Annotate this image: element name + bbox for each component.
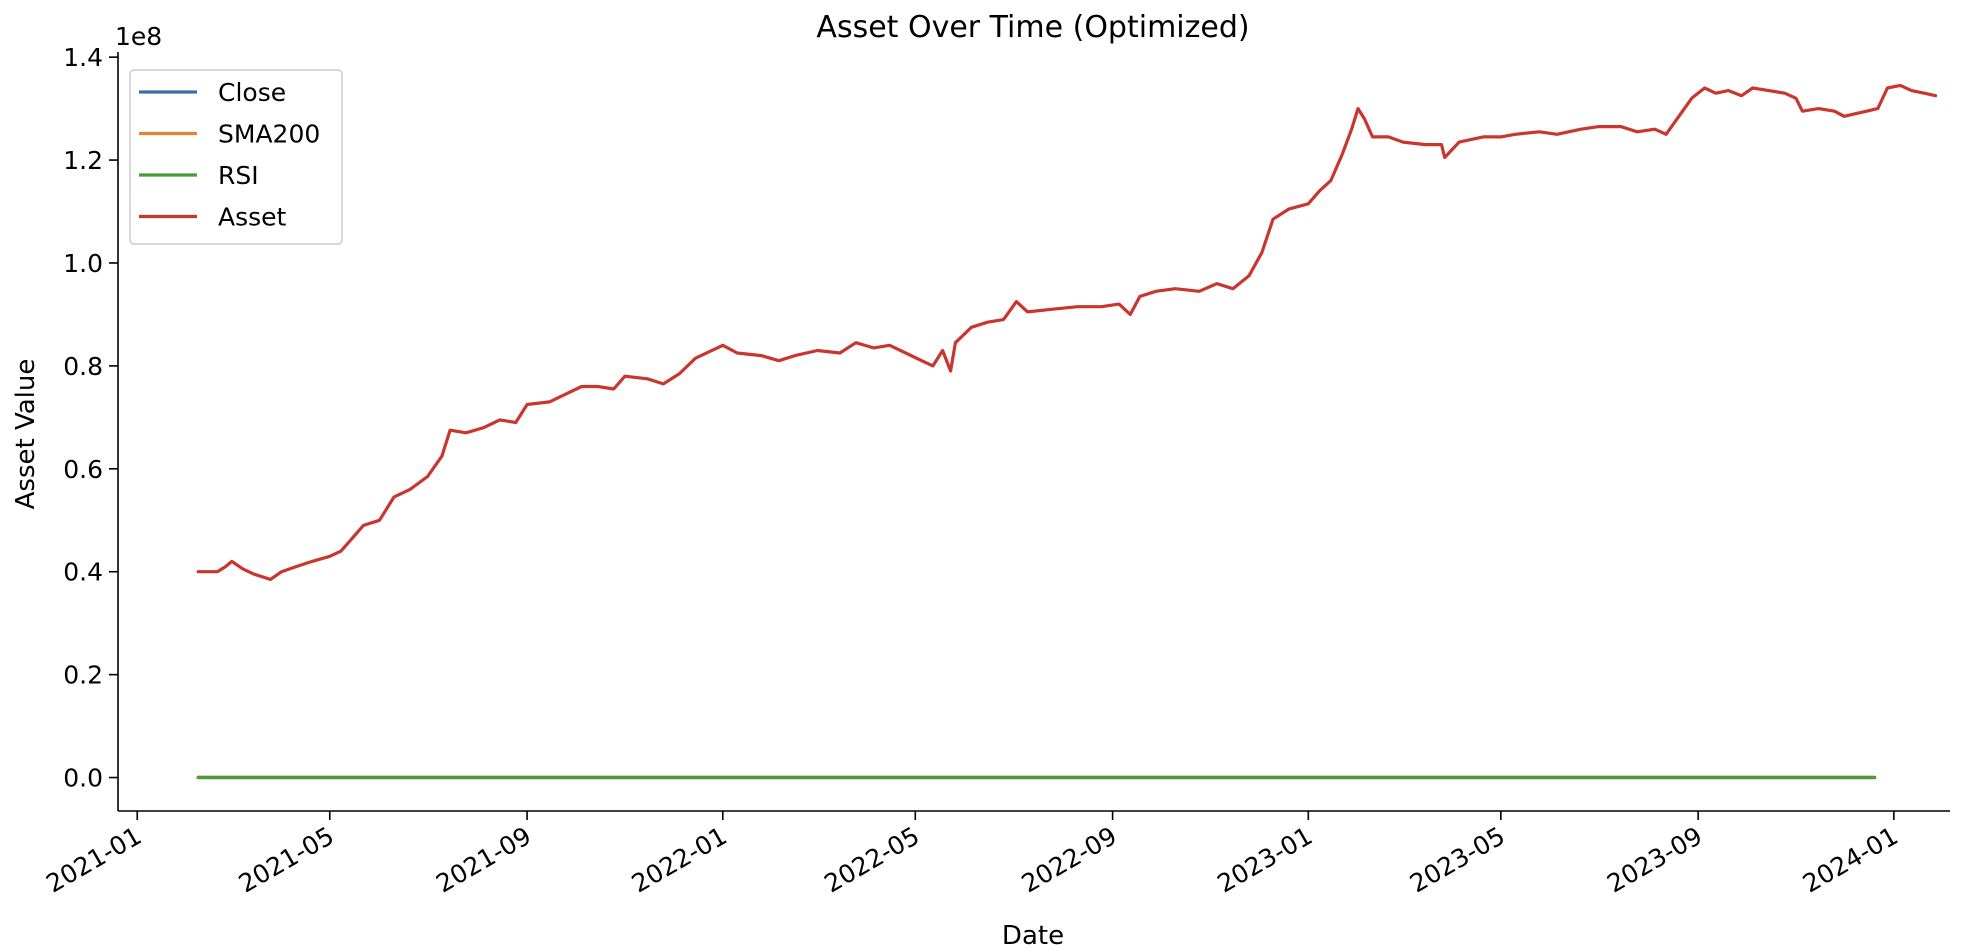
y-ticks: 0.0 0.2 0.4 0.6 0.8 1.0 1.2 1.4 xyxy=(63,43,118,793)
legend-label-close: Close xyxy=(218,78,286,107)
y-offset-label: 1e8 xyxy=(115,22,162,51)
y-tick-label: 0.8 xyxy=(63,352,103,381)
x-tick-label: 2024-01 xyxy=(1798,821,1903,898)
x-axis-label: Date xyxy=(1002,921,1064,950)
x-tick-label: 2021-01 xyxy=(41,821,146,898)
x-tick-label: 2021-09 xyxy=(431,821,536,898)
y-tick-label: 0.6 xyxy=(63,455,103,484)
y-tick-label: 0.4 xyxy=(63,558,103,587)
x-tick-label: 2023-01 xyxy=(1212,821,1317,898)
y-tick-label: 0.0 xyxy=(63,764,103,793)
x-tick-label: 2022-01 xyxy=(627,821,732,898)
legend-frame xyxy=(129,69,343,245)
y-tick-label: 1.2 xyxy=(63,146,103,175)
x-tick-label: 2021-05 xyxy=(234,821,339,898)
legend-label-sma200: SMA200 xyxy=(218,120,320,149)
series-layer xyxy=(196,83,1938,780)
x-tick-label: 2022-09 xyxy=(1017,821,1122,898)
legend-label-rsi: RSI xyxy=(218,161,259,190)
x-ticks: 2021-01 2021-05 2021-09 2022-01 2022-05 2022-… xyxy=(41,811,1903,898)
x-tick-label: 2023-09 xyxy=(1602,821,1707,898)
x-tick-label: 2023-05 xyxy=(1405,821,1510,898)
y-axis-label: Asset Value xyxy=(11,359,41,510)
legend-label-asset: Asset xyxy=(218,203,287,232)
y-tick-label: 0.2 xyxy=(63,661,103,690)
series-line-asset xyxy=(196,83,1938,582)
chart-title: Asset Over Time (Optimized) xyxy=(816,10,1249,45)
x-tick-label: 2022-05 xyxy=(819,821,924,898)
legend: Close SMA200 RSI Asset xyxy=(129,69,343,245)
y-tick-label: 1.4 xyxy=(63,43,103,72)
y-tick-label: 1.0 xyxy=(63,249,103,278)
